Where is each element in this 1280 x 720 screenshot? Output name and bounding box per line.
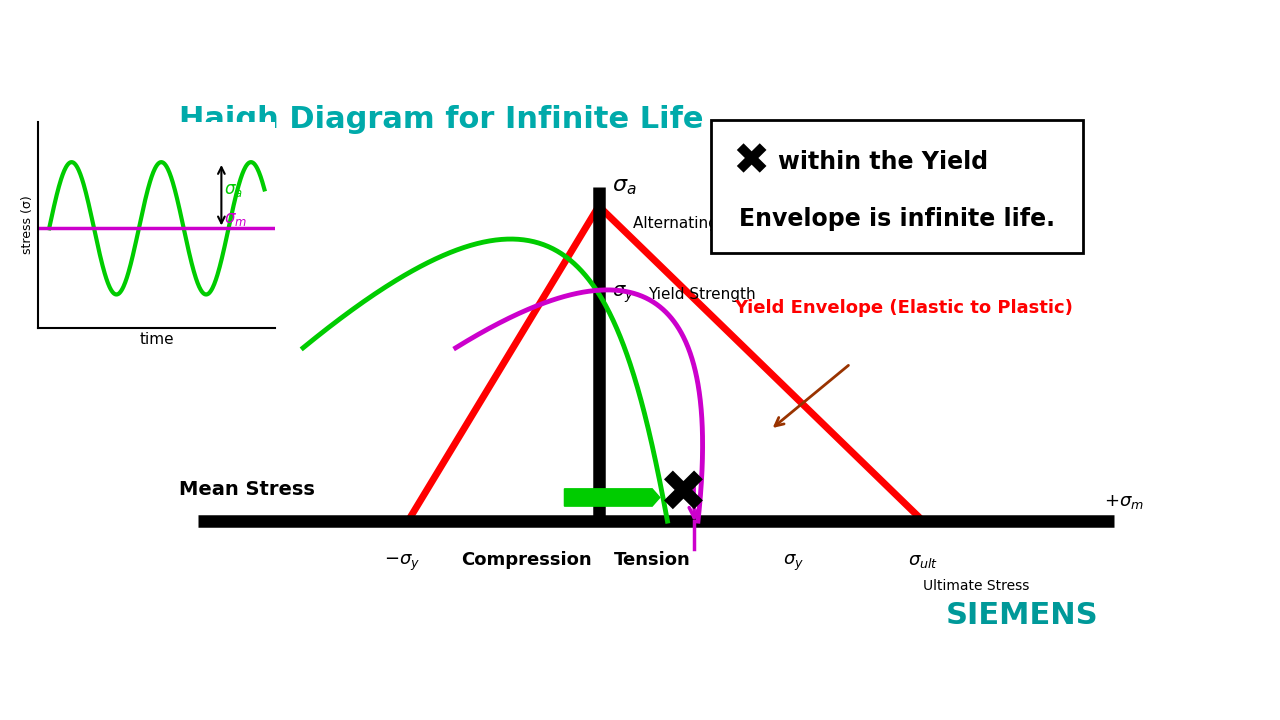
Text: Ultimate Stress: Ultimate Stress	[923, 580, 1029, 593]
Text: Yield Envelope (Elastic to Plastic): Yield Envelope (Elastic to Plastic)	[735, 300, 1074, 318]
Text: $-\sigma_y$: $-\sigma_y$	[384, 553, 420, 573]
Text: $\sigma_m$: $\sigma_m$	[224, 210, 247, 228]
Text: $\sigma_y$: $\sigma_y$	[612, 284, 635, 305]
Text: ✖: ✖	[732, 140, 769, 184]
Text: $\sigma_a$: $\sigma_a$	[612, 176, 636, 197]
X-axis label: time: time	[140, 332, 174, 347]
Text: Mean Stress: Mean Stress	[179, 480, 315, 499]
Text: Compression: Compression	[461, 552, 591, 570]
Y-axis label: stress (σ): stress (σ)	[22, 196, 35, 254]
Text: SIEMENS: SIEMENS	[946, 601, 1098, 630]
Text: Yield Strength: Yield Strength	[649, 287, 756, 302]
Text: $\sigma_{ult}$: $\sigma_{ult}$	[908, 552, 938, 570]
Text: $+\sigma_m$: $+\sigma_m$	[1105, 493, 1144, 511]
Text: within the Yield: within the Yield	[778, 150, 988, 174]
FancyBboxPatch shape	[710, 120, 1083, 253]
Text: Envelope is infinite life.: Envelope is infinite life.	[739, 207, 1055, 231]
Text: Tension: Tension	[614, 552, 690, 570]
FancyArrow shape	[564, 489, 659, 506]
Text: Haigh Diagram for Infinite Life: Haigh Diagram for Infinite Life	[179, 105, 704, 135]
Text: ✖: ✖	[658, 466, 707, 523]
Text: $\sigma_a$: $\sigma_a$	[224, 181, 242, 199]
Text: $\sigma_y$: $\sigma_y$	[783, 553, 804, 573]
Text: Alternating Stress: Alternating Stress	[634, 215, 771, 230]
